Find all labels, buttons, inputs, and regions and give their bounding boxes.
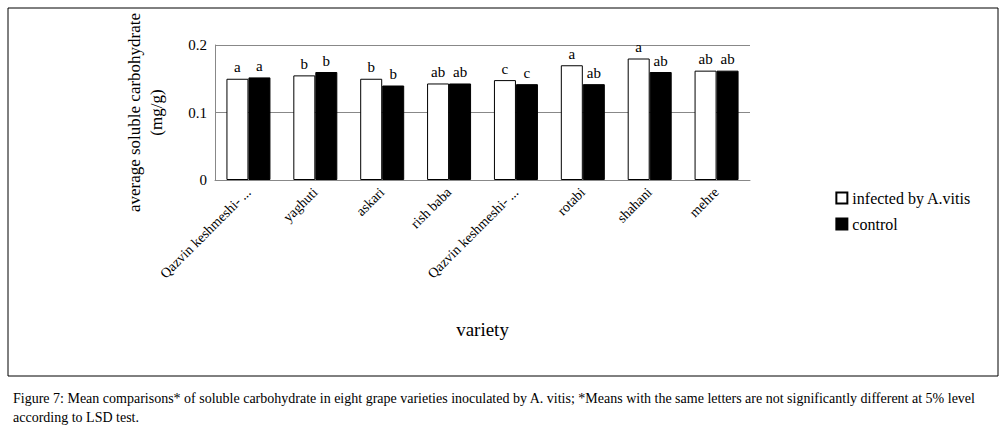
svg-text:ab: ab bbox=[720, 51, 734, 67]
svg-text:rotabi: rotabi bbox=[554, 185, 588, 219]
svg-text:Qazvin keshmeshi- ...: Qazvin keshmeshi- ... bbox=[157, 185, 254, 282]
svg-text:control: control bbox=[852, 216, 898, 233]
svg-text:c: c bbox=[502, 61, 509, 77]
svg-text:askari: askari bbox=[353, 185, 387, 219]
svg-text:average soluble carbohydrate: average soluble carbohydrate bbox=[125, 13, 144, 212]
svg-text:0: 0 bbox=[200, 172, 208, 188]
svg-text:mehre: mehre bbox=[687, 185, 722, 220]
svg-text:infected by A.vitis: infected by A.vitis bbox=[852, 190, 970, 208]
svg-text:rish baba: rish baba bbox=[408, 184, 455, 231]
svg-text:(mg/g): (mg/g) bbox=[147, 89, 166, 135]
svg-text:a: a bbox=[568, 46, 575, 62]
svg-text:Qazvin keshmeshi- ...: Qazvin keshmeshi- ... bbox=[425, 185, 522, 282]
svg-text:Figure 7: Mean comparisons* of: Figure 7: Mean comparisons* of soluble c… bbox=[13, 391, 978, 406]
svg-text:ab: ab bbox=[654, 53, 668, 69]
svg-text:0.1: 0.1 bbox=[188, 105, 207, 121]
svg-text:c: c bbox=[524, 65, 531, 81]
svg-text:b: b bbox=[389, 66, 397, 82]
svg-text:b: b bbox=[301, 56, 309, 72]
svg-text:b: b bbox=[323, 53, 331, 69]
svg-text:yaghuti: yaghuti bbox=[280, 185, 320, 225]
svg-text:a: a bbox=[635, 39, 642, 55]
svg-text:shahani: shahani bbox=[614, 185, 655, 226]
svg-text:ab: ab bbox=[431, 64, 445, 80]
svg-text:ab: ab bbox=[698, 51, 712, 67]
svg-text:a: a bbox=[256, 58, 263, 74]
svg-text:ab: ab bbox=[587, 65, 601, 81]
svg-text:a: a bbox=[234, 59, 241, 75]
svg-text:according to LSD test.: according to LSD test. bbox=[13, 410, 139, 425]
svg-text:variety: variety bbox=[456, 319, 509, 340]
svg-text:b: b bbox=[367, 59, 375, 75]
svg-text:ab: ab bbox=[453, 64, 467, 80]
svg-text:0.2: 0.2 bbox=[188, 37, 207, 53]
